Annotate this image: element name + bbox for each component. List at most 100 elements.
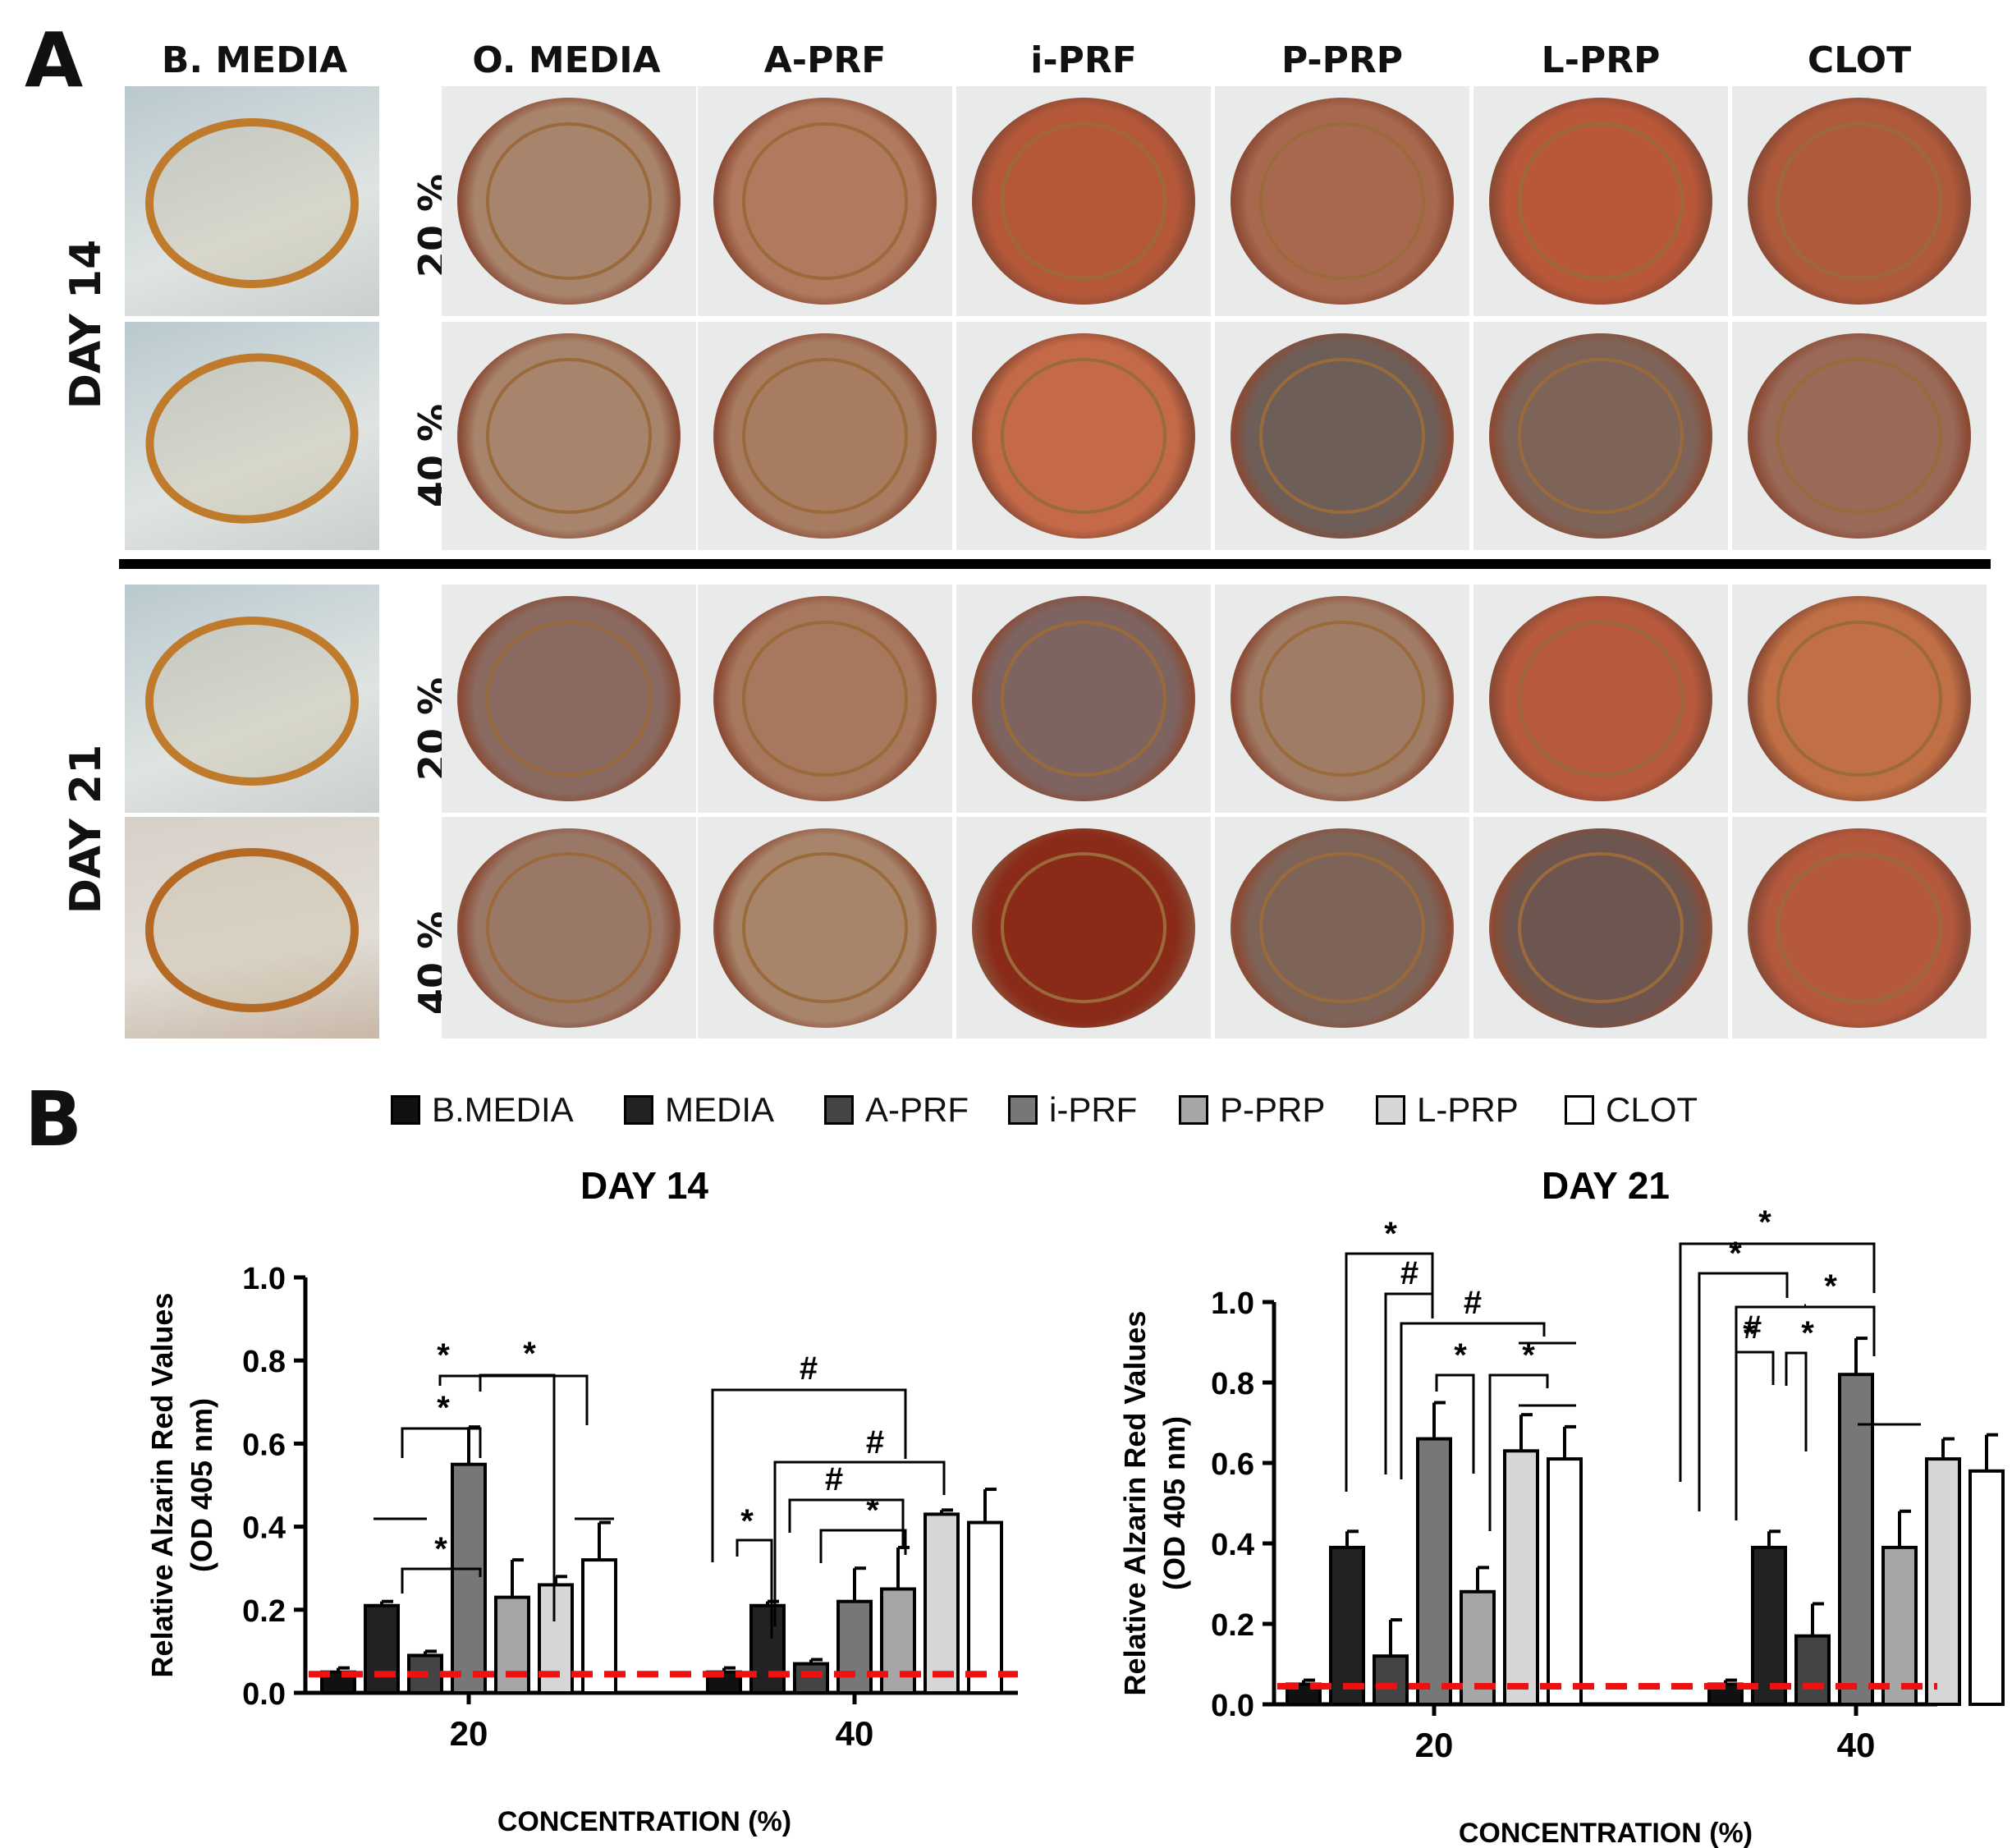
y-axis-label-line2: (OD 405 nm) xyxy=(185,1398,218,1572)
charts-svg: DAY 14 0.0 0.2 0.4 0.6 0.8 1.0 Relative Alzarin… xyxy=(145,1164,2005,1848)
sig-d21-8b xyxy=(1735,1350,1775,1516)
well-rim xyxy=(456,595,681,802)
y-axis-label-line1: Relative Alzarin Red Values xyxy=(1118,1311,1152,1696)
well-photo-a-prf-day14-20 xyxy=(698,86,952,316)
sig-d21-3 xyxy=(1400,1322,1546,1479)
y-tick-label: 1.0 xyxy=(1211,1286,1254,1321)
sig-d14-1-symbol: * xyxy=(434,1531,447,1567)
y-tick-label: 0.6 xyxy=(242,1428,286,1462)
column-header-o-media: O. MEDIA xyxy=(472,39,661,81)
sig-d21-3-symbol: # xyxy=(1464,1285,1482,1321)
well-stain xyxy=(486,620,652,777)
sig-d21-9-symbol: * xyxy=(1801,1315,1814,1351)
sig-d14-2-symbol: * xyxy=(437,1390,450,1426)
column-header-i-prf: i-PRF xyxy=(1030,39,1137,81)
well-photo-a-prf-day21-40 xyxy=(698,817,952,1039)
bar-media-40 xyxy=(1751,1545,1787,1707)
column-header-p-prp: P-PRP xyxy=(1281,39,1404,81)
well-stain xyxy=(742,122,908,280)
legend-item-clot: CLOT xyxy=(1565,1090,1698,1130)
sig-d21-8b-symbol: * xyxy=(1743,1316,1756,1352)
y-tick-label: 0.2 xyxy=(242,1594,286,1629)
day-14-label: DAY 14 xyxy=(62,239,111,410)
y-tick-label: 1.0 xyxy=(242,1262,286,1296)
legend-swatch xyxy=(391,1095,420,1125)
sig-d14-7 xyxy=(773,1461,946,1626)
well-photo-i-prf-day21-40 xyxy=(956,817,1211,1039)
sig-d14-1 xyxy=(401,1567,482,1593)
legend-swatch xyxy=(624,1095,653,1125)
legend-item-l-prp: L-PRP xyxy=(1376,1090,1519,1130)
bar-l-prp-20 xyxy=(1503,1449,1539,1707)
well-rim xyxy=(1747,332,1972,539)
bar-media-20 xyxy=(364,1603,400,1694)
x-tick-label: 40 xyxy=(1837,1726,1876,1764)
well-stain xyxy=(1518,357,1684,515)
b-media-photo-d21-20 xyxy=(125,585,379,813)
column-header-a-prf: A-PRF xyxy=(763,39,887,81)
sig-d21-6-symbol: * xyxy=(1758,1204,1771,1240)
well-photo-o-media-day14-40 xyxy=(442,322,696,550)
bar-clot-40 xyxy=(967,1520,1003,1695)
legend-swatch xyxy=(1179,1095,1208,1125)
y-tick-label: 0.8 xyxy=(242,1345,286,1379)
well-photo-l-prp-day21-40 xyxy=(1473,817,1728,1039)
chart-title: DAY 14 xyxy=(580,1164,708,1207)
legend-item-a-prf: A-PRF xyxy=(824,1090,969,1130)
well-photo-clot-day14-40 xyxy=(1732,322,1987,550)
legend-label: MEDIA xyxy=(665,1090,775,1129)
well-stain xyxy=(486,122,652,280)
well-stain xyxy=(742,620,908,777)
well-rim xyxy=(1747,98,1972,305)
x-tick-label: 40 xyxy=(836,1714,874,1753)
bar-a-prf-40 xyxy=(1794,1634,1831,1706)
x-axis-label: CONCENTRATION (%) xyxy=(497,1806,791,1837)
bar-media-40 xyxy=(749,1603,786,1694)
sig-d14-6 xyxy=(736,1538,773,1639)
well-rim xyxy=(971,595,1196,802)
column-header-b-media: B. MEDIA xyxy=(161,39,348,81)
well-rim xyxy=(1747,828,1972,1028)
well-rim xyxy=(1488,98,1713,305)
legend-item-media: MEDIA xyxy=(624,1090,774,1130)
sig-d21-7-symbol: * xyxy=(1729,1236,1742,1272)
well-rim xyxy=(1488,332,1713,539)
legend-label: P-PRP xyxy=(1220,1090,1326,1129)
well-stain xyxy=(1776,357,1942,515)
well-stain xyxy=(1259,357,1425,515)
column-header-l-prp: L-PRP xyxy=(1541,39,1661,81)
well-rim xyxy=(713,332,937,539)
well-photo-clot-day14-20 xyxy=(1732,86,1987,316)
well-photo-clot-day21-20 xyxy=(1732,585,1987,813)
day-21-label: DAY 21 xyxy=(62,744,111,915)
sig-d21-7 xyxy=(1698,1272,1789,1511)
legend-swatch xyxy=(824,1095,854,1125)
well-stain xyxy=(1518,620,1684,777)
sig-d14-6-symbol: * xyxy=(740,1503,754,1539)
well-photo-i-prf-day21-20 xyxy=(956,585,1211,813)
well-stain xyxy=(1259,122,1425,280)
y-tick-label: 0.4 xyxy=(242,1511,286,1546)
well-photo-i-prf-day14-40 xyxy=(956,322,1211,550)
well-photo-a-prf-day14-40 xyxy=(698,322,952,550)
y-tick-label: 0.2 xyxy=(1211,1608,1254,1643)
sig-d14-5-symbol: # xyxy=(800,1350,818,1387)
well-rim xyxy=(713,595,937,802)
sig-d14-9 xyxy=(819,1529,907,1563)
well-photo-o-media-day21-20 xyxy=(442,585,696,813)
well-stain xyxy=(1001,851,1166,1004)
well-rim xyxy=(971,828,1196,1028)
legend-item-p-prp: P-PRP xyxy=(1179,1090,1325,1130)
well-rim xyxy=(456,98,681,305)
well-rim xyxy=(971,332,1196,539)
bar-p-prp-20 xyxy=(494,1595,530,1694)
x-axis-label: CONCENTRATION (%) xyxy=(1459,1818,1753,1848)
well-rim xyxy=(456,332,681,539)
well-photo-clot-day21-40 xyxy=(1732,817,1987,1039)
legend-item-i-prf: i-PRF xyxy=(1008,1090,1137,1130)
sig-d21-4 xyxy=(1435,1373,1475,1474)
well-photo-i-prf-day14-20 xyxy=(956,86,1211,316)
well-photo-p-prp-day14-20 xyxy=(1215,86,1469,316)
sig-d21-2-symbol: # xyxy=(1400,1255,1418,1291)
bar-media-20 xyxy=(1329,1545,1365,1707)
